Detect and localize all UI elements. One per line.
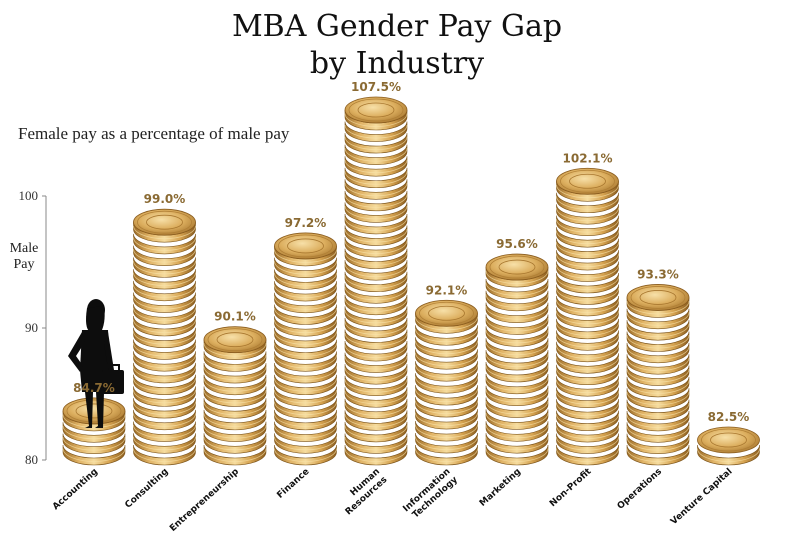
data-label: 92.1% [426,283,468,297]
data-labels: 84.7% 99.0% 90.1% 97.2% 107.5% 92.1% 95.6% 102.… [73,80,749,424]
y-axis-label-line-2: Pay [14,257,35,272]
businesswoman-silhouette-icon [68,299,124,428]
category-label: Accounting [51,467,100,512]
data-label: 97.2% [285,216,327,230]
chart-subtitle: Female pay as a percentage of male pay [18,124,290,143]
data-label: 102.1% [563,151,613,165]
category-label: Finance [275,467,311,501]
category-label: Venture Capital [669,467,734,527]
data-label: 82.5% [708,410,750,424]
bar-coin-stack [556,167,619,466]
y-tick-label: 100 [19,188,39,203]
category-label: Entrepreneurship [168,466,241,533]
bar-coin-stack [274,232,337,466]
category-label: Consulting [123,467,170,511]
bar-coin-stack [344,96,408,466]
data-label: 93.3% [637,267,679,281]
coin-stacks [62,96,760,466]
data-label: 95.6% [496,237,538,251]
data-label: 84.7% [73,381,115,395]
data-label: 90.1% [214,310,256,324]
data-label: 107.5% [351,80,401,94]
category-label: InformationTechnology [401,467,460,523]
y-tick-label: 80 [25,452,38,467]
category-label: Non-Profit [548,466,594,509]
figure-layer [68,299,124,428]
bar-coin-stack [697,426,760,466]
bar-coin-stack [415,299,478,466]
category-label: Operations [616,467,664,512]
category-label: HumanResources [337,467,390,518]
bar-coin-stack [485,253,549,466]
bar-coin-stack [203,326,267,466]
y-ticks: 80 90 100 [19,188,46,467]
bar-coin-stack [133,208,196,466]
data-label: 99.0% [144,192,186,206]
category-label: Marketing [478,467,523,509]
chart-title-line-2: by Industry [310,46,484,81]
y-axis-label-line-1: Male [10,241,39,256]
chart-title-line-1: MBA Gender Pay Gap [232,9,562,44]
y-tick-label: 90 [25,320,38,335]
bar-coin-stack [62,397,126,466]
bar-coin-stack [626,284,690,466]
